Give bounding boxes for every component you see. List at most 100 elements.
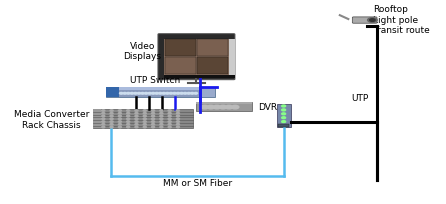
Circle shape xyxy=(118,121,121,123)
Circle shape xyxy=(370,20,375,22)
Circle shape xyxy=(177,124,179,125)
Circle shape xyxy=(165,93,169,95)
Circle shape xyxy=(141,93,144,95)
FancyBboxPatch shape xyxy=(196,102,252,112)
Circle shape xyxy=(152,121,155,123)
Circle shape xyxy=(282,113,285,115)
Circle shape xyxy=(177,110,179,112)
Circle shape xyxy=(143,127,146,128)
Circle shape xyxy=(135,127,138,128)
Text: MM or SM Fiber: MM or SM Fiber xyxy=(163,178,232,187)
Circle shape xyxy=(143,124,146,125)
Circle shape xyxy=(282,105,285,108)
Circle shape xyxy=(102,121,105,123)
Circle shape xyxy=(110,121,113,123)
Circle shape xyxy=(194,93,198,95)
Circle shape xyxy=(168,121,171,123)
Circle shape xyxy=(143,116,146,117)
Circle shape xyxy=(118,119,121,120)
Circle shape xyxy=(152,116,155,117)
Circle shape xyxy=(158,93,162,95)
Circle shape xyxy=(127,119,130,120)
Circle shape xyxy=(148,93,151,95)
Text: UTP Switch: UTP Switch xyxy=(130,76,180,85)
Circle shape xyxy=(152,127,155,128)
Circle shape xyxy=(127,113,130,114)
FancyBboxPatch shape xyxy=(93,110,193,129)
Circle shape xyxy=(118,116,121,117)
Circle shape xyxy=(160,113,163,114)
Circle shape xyxy=(162,93,165,95)
Circle shape xyxy=(207,106,215,109)
Circle shape xyxy=(143,119,146,120)
Circle shape xyxy=(160,127,163,128)
Circle shape xyxy=(135,113,138,114)
Circle shape xyxy=(155,93,158,95)
Circle shape xyxy=(135,110,138,112)
Circle shape xyxy=(168,113,171,114)
Circle shape xyxy=(143,121,146,123)
Circle shape xyxy=(231,106,239,109)
Circle shape xyxy=(282,121,285,123)
FancyBboxPatch shape xyxy=(165,58,196,75)
FancyBboxPatch shape xyxy=(197,40,228,57)
Circle shape xyxy=(177,121,179,123)
Circle shape xyxy=(110,113,113,114)
Text: DVR: DVR xyxy=(258,103,277,112)
Circle shape xyxy=(102,110,105,112)
FancyBboxPatch shape xyxy=(93,110,101,129)
FancyBboxPatch shape xyxy=(106,88,119,98)
Circle shape xyxy=(213,106,221,109)
FancyBboxPatch shape xyxy=(164,75,235,79)
Circle shape xyxy=(219,106,227,109)
Circle shape xyxy=(177,116,179,117)
Circle shape xyxy=(137,93,141,95)
Circle shape xyxy=(160,119,163,120)
Circle shape xyxy=(177,127,179,128)
FancyBboxPatch shape xyxy=(197,58,228,75)
FancyBboxPatch shape xyxy=(106,88,215,98)
FancyBboxPatch shape xyxy=(229,40,235,75)
Circle shape xyxy=(143,110,146,112)
Circle shape xyxy=(120,93,123,95)
Circle shape xyxy=(127,124,130,125)
Circle shape xyxy=(152,93,155,95)
Circle shape xyxy=(177,119,179,120)
Circle shape xyxy=(134,93,137,95)
Circle shape xyxy=(160,121,163,123)
Circle shape xyxy=(160,110,163,112)
Circle shape xyxy=(135,124,138,125)
Circle shape xyxy=(127,93,130,95)
Text: Video
Displays: Video Displays xyxy=(123,42,161,61)
Circle shape xyxy=(152,113,155,114)
Circle shape xyxy=(201,106,208,109)
Circle shape xyxy=(127,110,130,112)
Circle shape xyxy=(110,116,113,117)
FancyBboxPatch shape xyxy=(196,102,252,105)
Circle shape xyxy=(173,93,176,95)
Text: Rooftop
Light pole
Transit route: Rooftop Light pole Transit route xyxy=(373,5,430,35)
Circle shape xyxy=(152,110,155,112)
Circle shape xyxy=(145,93,148,95)
Circle shape xyxy=(168,110,171,112)
Circle shape xyxy=(102,124,105,125)
Circle shape xyxy=(102,119,105,120)
Circle shape xyxy=(135,119,138,120)
Circle shape xyxy=(168,119,171,120)
Circle shape xyxy=(127,116,130,117)
FancyBboxPatch shape xyxy=(278,124,289,127)
Circle shape xyxy=(180,93,183,95)
Circle shape xyxy=(152,119,155,120)
Circle shape xyxy=(110,119,113,120)
Circle shape xyxy=(160,116,163,117)
Text: UTP: UTP xyxy=(351,93,369,102)
Circle shape xyxy=(152,124,155,125)
Circle shape xyxy=(110,124,113,125)
Circle shape xyxy=(225,106,233,109)
FancyBboxPatch shape xyxy=(352,18,377,24)
Circle shape xyxy=(177,113,179,114)
Circle shape xyxy=(183,93,187,95)
Circle shape xyxy=(143,113,146,114)
Circle shape xyxy=(110,110,113,112)
Circle shape xyxy=(190,93,194,95)
